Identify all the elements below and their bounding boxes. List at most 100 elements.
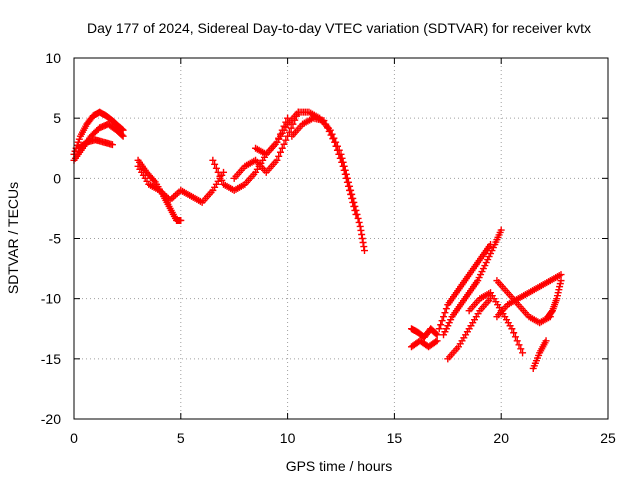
series-arc-7 [230, 108, 302, 182]
series-arc-19 [529, 337, 550, 372]
data-point [118, 131, 126, 139]
data-point [275, 152, 283, 160]
data-point [350, 202, 358, 210]
data-point [359, 239, 367, 247]
data-point [322, 120, 330, 128]
y-tick-label: -15 [41, 351, 61, 367]
data-point [351, 206, 359, 214]
data-point [358, 235, 366, 242]
data-point [360, 247, 368, 255]
series-arc-8 [252, 120, 292, 158]
data-point [342, 174, 350, 182]
data-point [214, 168, 222, 176]
data-point [276, 148, 284, 156]
series-arc-6 [209, 114, 292, 194]
data-point [150, 176, 158, 184]
data-point [323, 124, 331, 132]
series-arc-15 [444, 295, 495, 363]
data-marks [70, 108, 565, 372]
x-tick-label: 15 [387, 430, 403, 446]
x-tick-label: 10 [280, 430, 296, 446]
grid [74, 58, 608, 419]
data-point [287, 124, 295, 132]
y-tick-label: -5 [49, 231, 62, 247]
data-point [513, 337, 521, 345]
axis-ticks: 0 5 10 15 20 25 10 5 0 -5 -10 -15 -20 [41, 50, 616, 446]
series-arc-14 [440, 226, 505, 339]
series-arc-11 [407, 325, 441, 341]
data-point [437, 321, 445, 329]
series-arc-12 [407, 337, 441, 351]
y-tick-label: 10 [45, 50, 61, 66]
data-point [343, 178, 351, 186]
data-point [273, 156, 281, 164]
data-point [515, 341, 523, 349]
data-point [325, 127, 333, 135]
data-point [209, 156, 217, 164]
series-arc-10 [288, 114, 360, 218]
data-point [360, 243, 368, 251]
data-point [348, 194, 356, 202]
data-point [177, 216, 185, 224]
x-tick-label: 25 [600, 430, 616, 446]
x-tick-label: 20 [493, 430, 509, 446]
data-point [327, 131, 335, 139]
data-point [340, 166, 348, 174]
data-point [338, 158, 346, 166]
y-tick-label: 0 [53, 170, 61, 186]
data-point [542, 337, 550, 345]
data-point [497, 226, 505, 234]
data-point [433, 331, 441, 339]
data-point [332, 142, 340, 150]
data-point [432, 330, 440, 338]
data-point [218, 176, 226, 184]
data-point [119, 132, 127, 140]
data-point [336, 154, 344, 162]
data-point [349, 198, 357, 206]
y-axis-label: SDTVAR / TECUs [5, 182, 21, 294]
data-point [517, 345, 525, 353]
data-point [329, 135, 337, 143]
data-point [442, 305, 450, 313]
data-point [355, 218, 363, 226]
data-point [320, 117, 328, 125]
y-tick-label: 5 [53, 110, 61, 126]
chart-title: Day 177 of 2024, Sidereal Day-to-day VTE… [87, 20, 591, 36]
data-point [335, 150, 343, 158]
x-tick-label: 0 [70, 430, 78, 446]
data-point [331, 138, 339, 146]
data-point [108, 141, 116, 149]
data-point [519, 349, 527, 357]
data-point [511, 333, 519, 341]
data-point [438, 317, 446, 325]
data-point [432, 338, 440, 346]
series-arc-18 [493, 271, 565, 321]
x-axis-label: GPS time / hours [286, 458, 393, 474]
data-point [285, 128, 293, 136]
data-point [344, 182, 352, 190]
y-tick-label: -10 [41, 291, 61, 307]
series-arc-13 [435, 241, 495, 333]
series-arc-5 [134, 162, 228, 206]
data-point [433, 337, 441, 345]
data-point [440, 313, 448, 321]
data-point [211, 160, 219, 168]
data-point [282, 136, 290, 144]
data-point [216, 172, 224, 180]
data-point [557, 271, 565, 279]
data-point [557, 277, 565, 285]
series-arc-4 [134, 156, 185, 224]
data-point [347, 190, 355, 198]
data-point [508, 325, 516, 333]
data-point [441, 309, 449, 317]
data-point [354, 214, 362, 222]
data-point [352, 210, 360, 218]
data-point [280, 140, 288, 148]
data-point [358, 230, 366, 238]
y-tick-label: -20 [41, 411, 61, 427]
x-tick-label: 5 [177, 430, 185, 446]
data-point [212, 164, 220, 172]
data-point [333, 146, 341, 154]
